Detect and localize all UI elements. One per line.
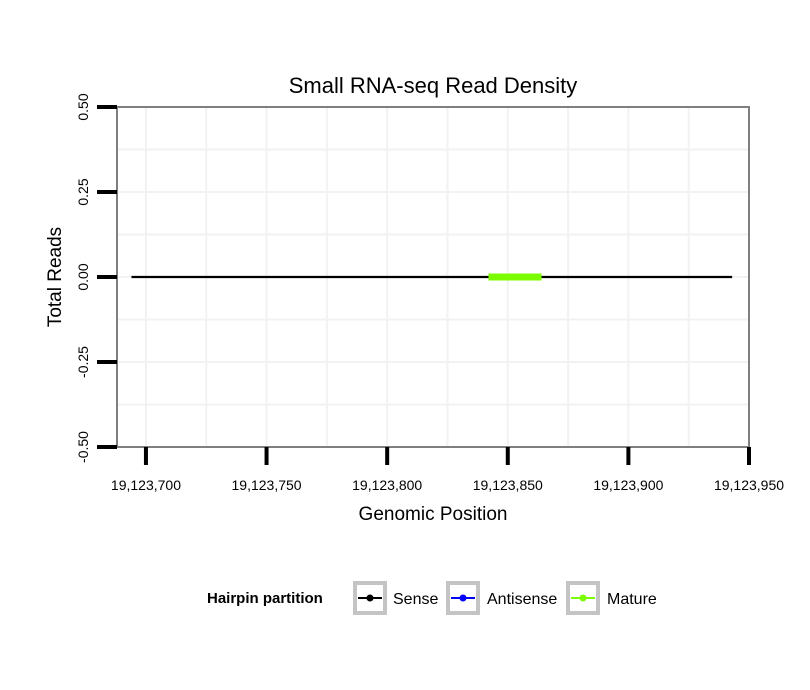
legend: Hairpin partition Sense Antisense Mature xyxy=(207,581,657,615)
legend-entry-mature: Mature xyxy=(566,581,657,615)
x-tick-label: 19,123,850 xyxy=(473,477,543,493)
x-tick-label: 19,123,800 xyxy=(352,477,422,493)
x-axis: 19,123,700 19,123,750 19,123,800 19,123,850… xyxy=(111,447,784,493)
legend-label: Antisense xyxy=(487,591,557,608)
x-axis-title: Genomic Position xyxy=(359,504,508,525)
y-tick-label: -0.50 xyxy=(75,431,91,463)
legend-label: Mature xyxy=(607,591,657,608)
x-tick-label: 19,123,900 xyxy=(593,477,663,493)
legend-key-dot xyxy=(459,594,467,602)
legend-title: Hairpin partition xyxy=(207,590,323,607)
y-tick-label: -0.25 xyxy=(75,346,91,378)
chart-title: Small RNA-seq Read Density xyxy=(289,73,578,98)
y-tick-label: 0.00 xyxy=(75,263,91,290)
x-tick-label: 19,123,750 xyxy=(232,477,302,493)
y-tick-label: 0.25 xyxy=(75,178,91,205)
legend-label: Sense xyxy=(393,591,438,608)
legend-entry-antisense: Antisense xyxy=(446,581,557,615)
legend-key-dot xyxy=(579,594,587,602)
x-tick-label: 19,123,700 xyxy=(111,477,181,493)
y-axis: -0.50 -0.25 0.00 0.25 0.50 xyxy=(75,93,117,463)
y-tick-label: 0.50 xyxy=(75,93,91,120)
plot-panel xyxy=(116,106,750,448)
legend-key-dot xyxy=(366,594,374,602)
x-tick-label: 19,123,950 xyxy=(714,477,784,493)
legend-entry-sense: Sense xyxy=(353,581,438,615)
y-axis-title: Total Reads xyxy=(45,227,66,327)
